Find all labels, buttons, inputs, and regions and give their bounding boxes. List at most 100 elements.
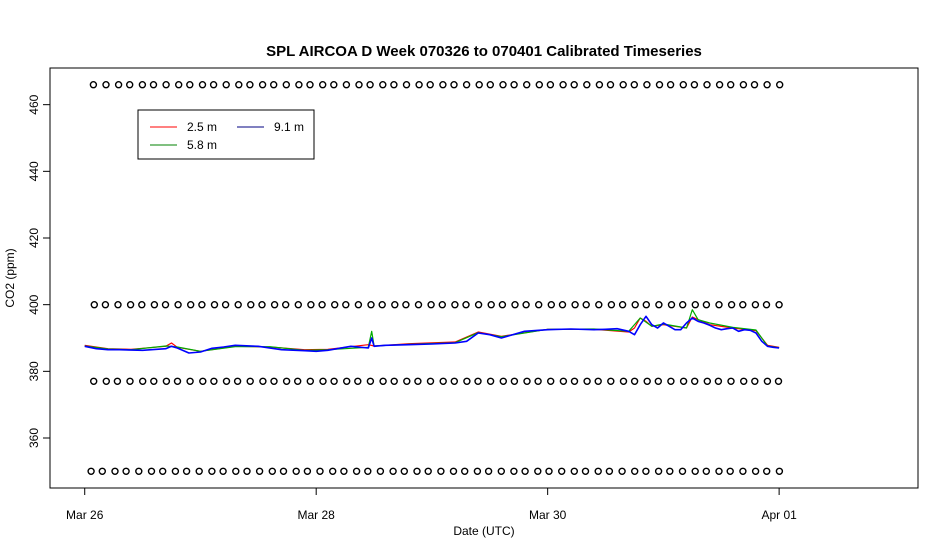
- x-tick-label: Mar 28: [298, 508, 336, 522]
- y-axis: 360 380 400 420 440 460: [27, 94, 51, 448]
- marker-point: [678, 467, 687, 475]
- series-layer: [84, 309, 780, 354]
- marker-point: [727, 301, 736, 309]
- marker-point: [162, 377, 171, 385]
- marker-point: [545, 467, 553, 475]
- marker-point: [199, 377, 207, 385]
- marker-point: [511, 301, 519, 309]
- marker-point: [559, 377, 568, 385]
- marker-point: [268, 467, 276, 475]
- marker-point: [667, 301, 676, 309]
- marker-point: [138, 80, 147, 89]
- marker-point: [414, 377, 422, 385]
- series-line-9-1-m: [84, 315, 780, 354]
- marker-point: [292, 467, 300, 475]
- marker-point: [666, 467, 674, 475]
- marker-point: [379, 80, 387, 89]
- marker-point: [438, 301, 446, 309]
- marker-point: [474, 301, 483, 309]
- marker-point: [618, 301, 627, 309]
- marker-point: [233, 377, 242, 385]
- marker-point: [727, 80, 735, 89]
- marker-point: [413, 467, 421, 475]
- marker-point: [679, 301, 687, 309]
- marker-point: [523, 80, 531, 89]
- marker-point: [594, 467, 602, 475]
- marker-point: [654, 377, 662, 385]
- marker-point: [607, 301, 616, 309]
- marker-point: [355, 80, 363, 89]
- marker-point: [486, 80, 494, 89]
- marker-point: [750, 80, 759, 89]
- marker-point: [558, 467, 566, 475]
- marker-point: [763, 80, 771, 89]
- marker-point: [400, 467, 408, 475]
- marker-point: [402, 301, 410, 309]
- marker-point: [186, 377, 194, 385]
- marker-point: [619, 377, 628, 385]
- marker-point: [594, 377, 602, 385]
- marker-point: [546, 80, 555, 89]
- marker-point: [198, 301, 206, 309]
- marker-point: [463, 377, 471, 385]
- marker-point: [702, 467, 710, 475]
- marker-point: [390, 80, 398, 89]
- marker-point: [366, 80, 374, 89]
- marker-point: [173, 377, 182, 385]
- marker-point: [437, 467, 445, 475]
- marker-point: [499, 377, 507, 385]
- marker-point: [439, 80, 447, 89]
- marker-point: [475, 80, 483, 89]
- marker-point: [186, 80, 194, 89]
- marker-point: [619, 80, 627, 89]
- marker-point: [247, 301, 255, 309]
- marker-point: [319, 80, 327, 89]
- marker-point: [282, 377, 291, 385]
- marker-point: [366, 377, 375, 385]
- marker-point: [158, 467, 167, 475]
- marker-point: [774, 377, 783, 385]
- marker-point: [547, 377, 555, 385]
- marker-point: [474, 377, 482, 385]
- marker-point: [149, 80, 158, 89]
- marker-point: [102, 377, 111, 385]
- marker-point: [679, 377, 688, 385]
- marker-point: [330, 80, 338, 89]
- marker-point: [161, 301, 170, 309]
- marker-point: [210, 377, 218, 385]
- marker-point: [414, 301, 423, 309]
- legend: 2.5 m 9.1 m 5.8 m: [137, 109, 315, 160]
- marker-point: [364, 467, 372, 475]
- marker-point: [403, 377, 411, 385]
- marker-point: [259, 377, 267, 385]
- marker-point: [498, 301, 507, 309]
- marker-point: [318, 301, 326, 309]
- marker-row-400: [90, 301, 783, 309]
- marker-point: [319, 377, 327, 385]
- marker-point: [147, 467, 156, 475]
- marker-point: [654, 467, 663, 475]
- marker-point: [630, 80, 638, 89]
- marker-point: [462, 301, 470, 309]
- series-line-5-8-m: [84, 309, 780, 352]
- marker-point: [751, 301, 760, 309]
- marker-point: [547, 301, 555, 309]
- marker-point: [499, 80, 507, 89]
- marker-point: [415, 80, 423, 89]
- marker-point: [376, 467, 385, 475]
- marker-point: [535, 301, 543, 309]
- marker-point: [379, 377, 387, 385]
- marker-point: [703, 80, 711, 89]
- marker-point: [235, 80, 243, 89]
- marker-point: [222, 377, 231, 385]
- marker-point: [571, 301, 579, 309]
- marker-point: [535, 80, 543, 89]
- marker-point: [234, 301, 242, 309]
- marker-point: [209, 80, 218, 89]
- y-tick-label: 460: [27, 94, 41, 114]
- marker-point: [295, 80, 303, 89]
- marker-point: [484, 467, 493, 475]
- x-tick-label: Mar 26: [66, 508, 104, 522]
